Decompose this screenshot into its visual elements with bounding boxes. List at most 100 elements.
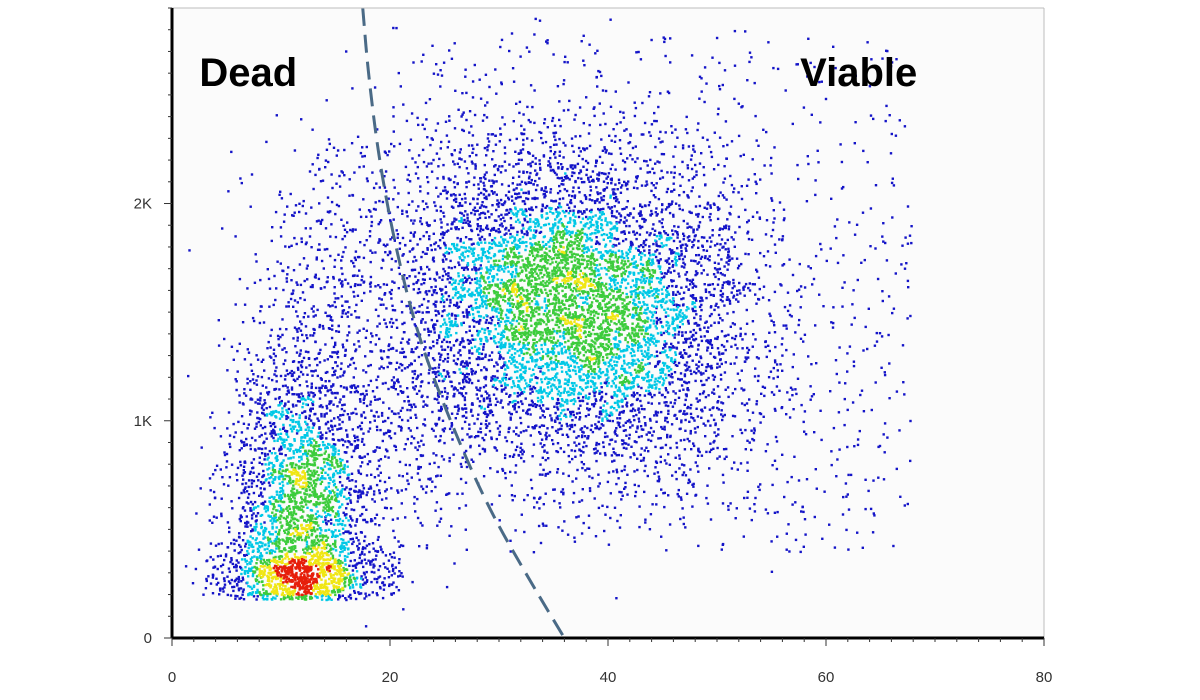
data-point	[537, 524, 541, 528]
data-point	[747, 348, 751, 352]
data-point	[669, 435, 672, 439]
data-point	[384, 170, 388, 173]
data-point	[509, 539, 512, 542]
data-point	[719, 378, 723, 381]
data-point	[668, 463, 671, 466]
data-point	[545, 407, 548, 410]
data-point	[723, 226, 727, 230]
data-point	[393, 186, 396, 189]
data-point	[327, 138, 331, 141]
data-point	[674, 202, 678, 205]
data-point	[338, 278, 341, 281]
data-point	[262, 412, 265, 415]
data-point	[874, 184, 878, 187]
data-point	[597, 178, 600, 181]
data-point	[252, 479, 256, 483]
data-point	[383, 480, 387, 484]
data-point	[794, 501, 797, 504]
data-point	[797, 479, 801, 482]
data-point	[681, 304, 685, 307]
data-point	[346, 435, 349, 438]
data-point	[710, 324, 713, 327]
data-point	[371, 558, 375, 562]
data-point	[600, 423, 603, 426]
data-point	[247, 351, 251, 354]
data-point	[851, 303, 854, 306]
data-point	[680, 384, 684, 387]
data-point	[632, 452, 635, 455]
data-point	[250, 482, 254, 485]
data-point	[440, 293, 444, 296]
data-point	[269, 346, 272, 349]
data-point	[384, 251, 387, 254]
data-point	[768, 331, 771, 334]
data-point	[560, 490, 563, 494]
data-point	[649, 134, 652, 137]
data-point	[424, 403, 427, 406]
data-point	[751, 283, 754, 286]
data-point	[867, 307, 870, 310]
data-point	[664, 54, 667, 58]
data-point	[337, 253, 340, 256]
data-point	[557, 166, 560, 169]
data-point	[741, 338, 744, 341]
data-point	[534, 157, 537, 160]
data-point	[205, 577, 208, 581]
data-point	[691, 359, 694, 362]
data-point	[681, 147, 685, 150]
data-point	[713, 392, 716, 395]
data-point	[683, 438, 686, 442]
data-point	[573, 118, 576, 121]
data-point	[215, 516, 218, 519]
data-point	[725, 447, 728, 451]
data-point	[614, 134, 617, 138]
data-point	[401, 347, 404, 351]
data-point	[909, 419, 912, 423]
data-point	[526, 412, 529, 416]
data-point	[653, 393, 656, 397]
data-point	[539, 166, 542, 170]
data-point	[770, 540, 773, 543]
data-point	[638, 394, 642, 397]
data-point	[217, 344, 221, 347]
data-point	[528, 408, 531, 411]
data-point	[442, 215, 446, 218]
data-point	[870, 58, 873, 61]
data-point	[906, 242, 910, 245]
data-point	[734, 343, 737, 347]
data-point	[643, 416, 646, 419]
data-point	[611, 460, 614, 463]
data-point	[469, 224, 472, 228]
data-point	[329, 355, 332, 358]
data-point	[393, 536, 396, 539]
data-point	[206, 559, 209, 562]
data-point	[378, 238, 381, 241]
data-point	[718, 267, 722, 271]
data-point	[352, 361, 356, 365]
data-point	[461, 456, 464, 459]
data-point	[544, 492, 547, 495]
data-point	[648, 131, 651, 134]
data-point	[650, 209, 653, 213]
data-point	[719, 298, 723, 302]
data-point	[396, 393, 400, 396]
data-point	[661, 176, 665, 179]
data-point	[417, 355, 421, 359]
data-point	[361, 578, 365, 581]
data-point	[691, 307, 694, 310]
data-point	[191, 582, 195, 585]
data-point	[685, 361, 689, 364]
data-point	[683, 352, 687, 355]
data-point	[302, 199, 305, 203]
data-point	[639, 226, 642, 230]
data-point	[339, 282, 343, 285]
data-point	[707, 394, 710, 397]
data-point	[358, 398, 362, 401]
data-point	[218, 588, 222, 591]
data-point	[833, 225, 837, 228]
data-point	[287, 301, 290, 304]
data-point	[269, 432, 272, 435]
data-point	[653, 233, 656, 236]
data-point	[553, 153, 556, 156]
data-point	[693, 235, 697, 238]
